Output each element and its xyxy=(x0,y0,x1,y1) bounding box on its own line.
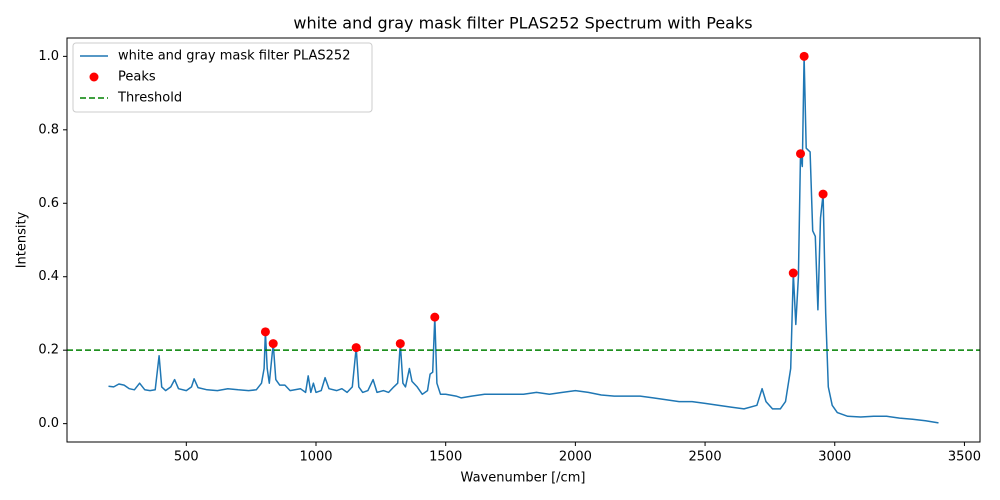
peak-marker xyxy=(788,268,798,278)
x-tick-label: 500 xyxy=(174,450,199,465)
y-axis-label: Intensity xyxy=(15,211,30,268)
x-tick-label: 1500 xyxy=(429,450,462,465)
y-tick-label: 0.2 xyxy=(38,343,59,358)
legend-marker xyxy=(89,72,99,82)
y-tick-label: 0.4 xyxy=(38,269,59,284)
y-tick-label: 0.0 xyxy=(38,416,59,431)
legend-box xyxy=(72,42,373,113)
peak-marker xyxy=(260,327,270,337)
x-axis-label: Wavenumber [/cm] xyxy=(461,471,586,486)
peak-marker xyxy=(818,189,828,199)
peak-marker xyxy=(395,339,405,349)
y-tick-label: 0.6 xyxy=(38,196,59,211)
chart-title: white and gray mask filter PLAS252 Spect… xyxy=(293,14,752,33)
x-tick-label: 3500 xyxy=(948,450,981,465)
peak-marker xyxy=(796,149,806,159)
y-tick-label: 0.8 xyxy=(38,122,59,137)
x-tick-label: 3000 xyxy=(818,450,851,465)
spectrum-line xyxy=(108,55,939,424)
x-tick-label: 1000 xyxy=(299,450,332,465)
peak-marker xyxy=(351,343,361,353)
peak-marker xyxy=(799,51,809,61)
peak-marker xyxy=(430,312,440,322)
plot-frame xyxy=(66,37,981,443)
x-tick-label: 2500 xyxy=(689,450,722,465)
y-tick-label: 1.0 xyxy=(38,49,59,64)
peak-marker xyxy=(268,339,278,349)
legend-label: white and gray mask filter PLAS252 xyxy=(118,49,350,64)
legend-label: Threshold xyxy=(117,91,182,106)
x-tick-label: 2000 xyxy=(559,450,592,465)
legend-label: Peaks xyxy=(118,70,156,85)
